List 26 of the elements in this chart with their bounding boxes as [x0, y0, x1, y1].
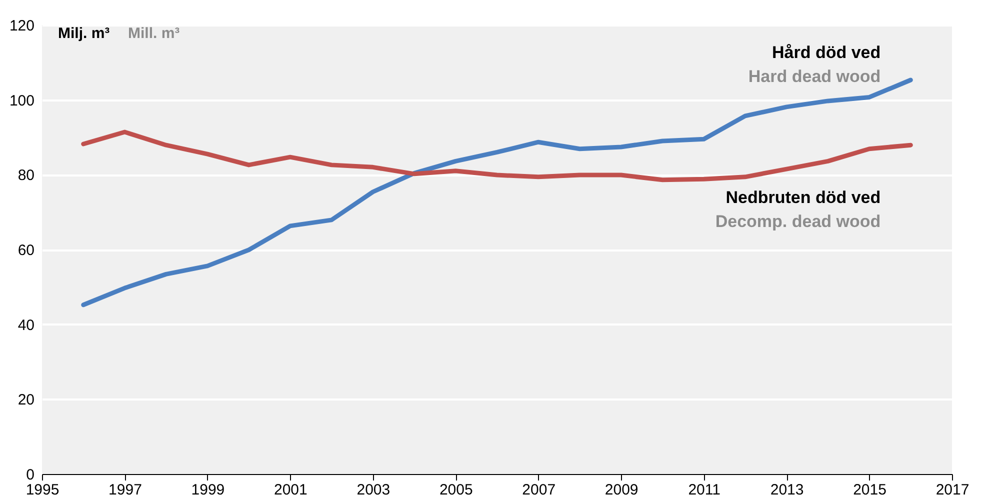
x-tick-label: 2003 — [356, 482, 390, 498]
x-tick-label: 2005 — [439, 482, 473, 498]
series-label: Nedbruten död ved — [726, 188, 881, 208]
y-tick-label: 100 — [9, 92, 34, 110]
series-label: Hård död ved — [772, 43, 881, 62]
y-tick-label: 120 — [9, 18, 34, 34]
x-tick-label: 2007 — [522, 482, 556, 498]
x-tick-label: 2011 — [688, 482, 720, 498]
y-tick-label: 80 — [18, 167, 34, 184]
y-tick-label: 0 — [26, 466, 34, 484]
annotation: Decomp. dead wood — [715, 212, 881, 232]
y-axis-title: Milj. m³ — [58, 25, 110, 42]
x-tick-label: 2001 — [274, 482, 308, 498]
line-series — [81, 130, 913, 182]
x-tick-label: 1997 — [108, 482, 142, 498]
annotation: Mill. m³ — [128, 25, 180, 42]
x-tick-label: 2017 — [936, 482, 970, 498]
x-tick-label: 2013 — [770, 482, 804, 498]
x-tick-label: 1995 — [26, 482, 60, 498]
annotation: Hard dead wood — [748, 67, 881, 86]
y-tick-label: 40 — [18, 316, 34, 334]
y-tick-label: 20 — [18, 392, 34, 409]
x-tick-label: 1999 — [191, 482, 225, 498]
x-tick-label: 2009 — [604, 482, 638, 498]
x-tick-label: 2015 — [853, 482, 886, 498]
y-tick-label: 60 — [18, 242, 34, 259]
